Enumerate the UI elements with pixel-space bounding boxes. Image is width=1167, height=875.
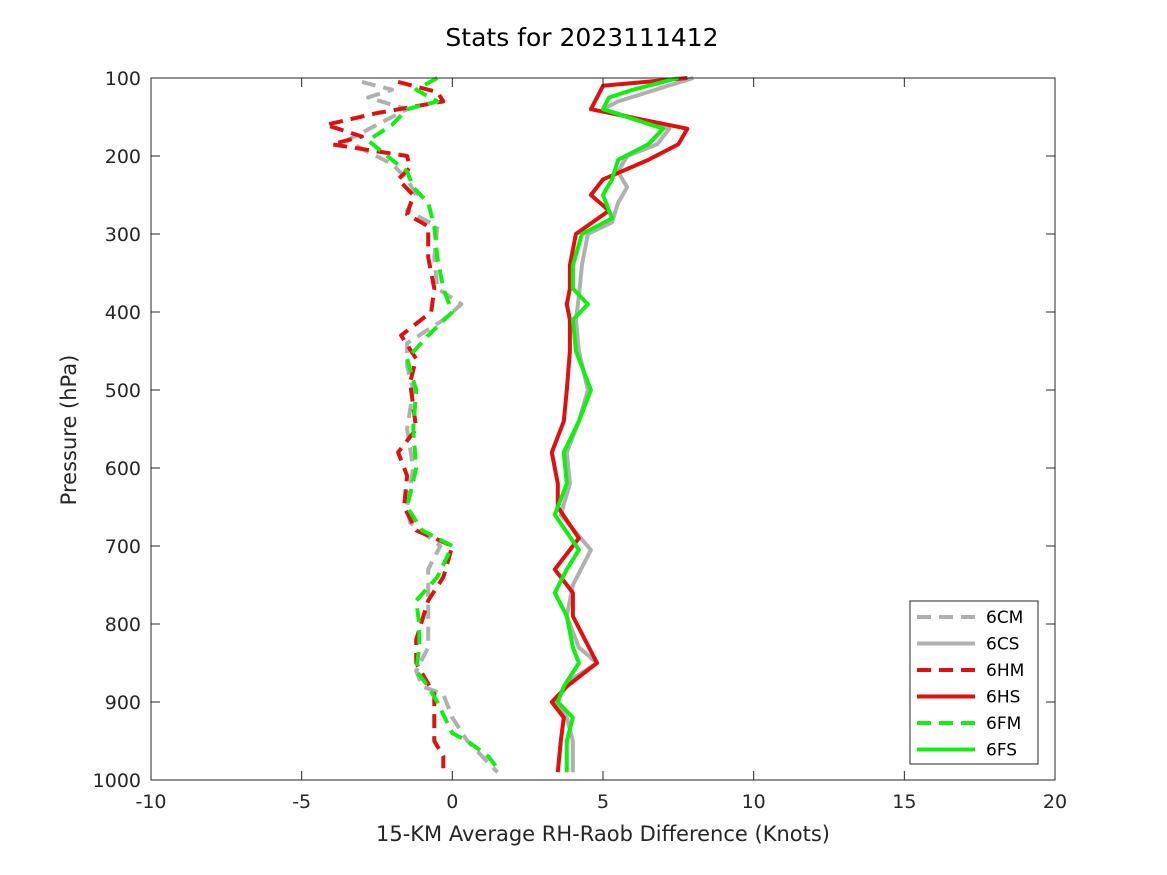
- legend-label-6hm: 6HM: [986, 661, 1024, 681]
- legend-label-6hs: 6HS: [986, 688, 1020, 708]
- x-tick-label: 15: [892, 791, 916, 813]
- legend-label-6fm: 6FM: [986, 714, 1021, 734]
- y-ticks: 100 200 300 400 500 600 700 800 900 1000: [93, 68, 1055, 792]
- series-line-6fm: [366, 76, 500, 770]
- x-axis-label: 15-KM Average RH-Raob Difference (Knots): [376, 822, 830, 846]
- x-tick-label: 5: [597, 791, 609, 813]
- x-tick-label: 0: [446, 791, 458, 813]
- y-axis-label: Pressure (hPa): [57, 355, 81, 506]
- y-tick-label: 300: [105, 224, 141, 246]
- legend: 6CM 6CS 6HM 6HS 6FM 6FS: [909, 600, 1039, 765]
- series-line-6fs: [552, 76, 679, 773]
- x-tick-label: 10: [742, 791, 766, 813]
- y-tick-label: 400: [105, 302, 141, 324]
- legend-label-6cm: 6CM: [986, 608, 1023, 628]
- x-tick-label: -10: [135, 791, 166, 813]
- y-tick-label: 100: [105, 68, 141, 90]
- legend-label-6fs: 6FS: [986, 741, 1017, 761]
- x-tick-label: -5: [292, 791, 311, 813]
- y-tick-label: 1000: [93, 770, 141, 792]
- series-layer: [323, 76, 694, 774]
- chart-title: Stats for 2023111412: [445, 23, 718, 52]
- legend-label-6cs: 6CS: [986, 635, 1019, 655]
- y-tick-label: 500: [105, 380, 141, 402]
- y-tick-label: 600: [105, 458, 141, 480]
- y-tick-label: 200: [105, 146, 141, 168]
- x-ticks: -10 -5 0 5 10 15 20: [135, 78, 1067, 813]
- legend-box: [909, 600, 1039, 765]
- y-tick-label: 900: [105, 692, 141, 714]
- series-line-6hm: [323, 79, 455, 769]
- x-tick-label: 20: [1043, 791, 1067, 813]
- series-line-6hs: [549, 76, 690, 773]
- y-tick-label: 800: [105, 614, 141, 636]
- y-tick-label: 700: [105, 536, 141, 558]
